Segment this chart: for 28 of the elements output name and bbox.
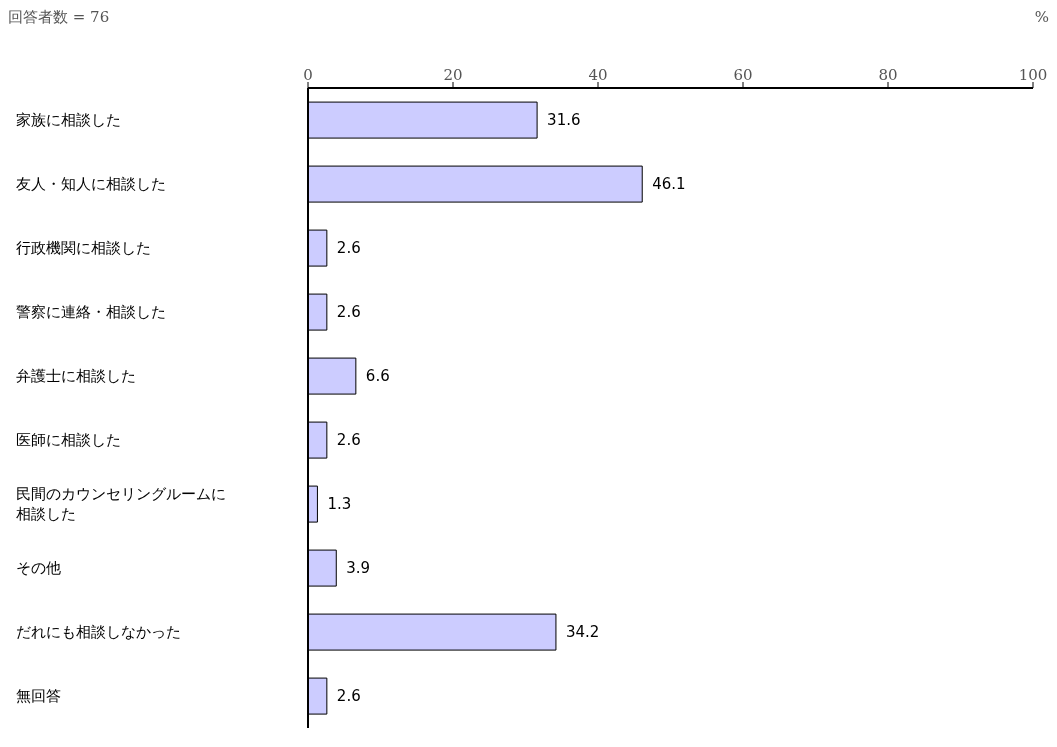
x-tick-label: 0: [303, 66, 313, 84]
y-tick-label: 医師に相談した: [16, 431, 121, 450]
y-tick-label: 友人・知人に相談した: [16, 175, 166, 194]
x-tick-label: 100: [1018, 66, 1048, 84]
y-tick-label: 民間のカウンセリングルームに相談した: [16, 485, 226, 524]
x-tick-label: 40: [588, 66, 608, 84]
data-label: 2.6: [336, 687, 361, 706]
y-tick-label: だれにも相談しなかった: [16, 623, 181, 642]
data-label: 34.2: [565, 623, 600, 642]
x-tick-label: 80: [878, 66, 898, 84]
y-tick-label: 家族に相談した: [16, 111, 121, 130]
x-axis-title: %: [1034, 8, 1049, 26]
y-tick-label: 警察に連絡・相談した: [16, 303, 166, 322]
data-label: 1.3: [327, 495, 352, 514]
y-tick-label: 弁護士に相談した: [16, 367, 136, 386]
text: 回答者数 = 76: [8, 8, 110, 27]
data-label: 31.6: [547, 111, 581, 130]
y-tick-label: 行政機関に相談した: [16, 239, 151, 258]
data-label: 2.6: [336, 239, 361, 258]
data-label: 2.6: [336, 303, 361, 322]
data-label: 2.6: [336, 431, 361, 450]
data-label: 3.9: [346, 559, 371, 578]
y-tick-label: 無回答: [16, 687, 61, 706]
y-tick-label: その他: [16, 559, 61, 578]
data-label: 6.6: [365, 367, 390, 386]
x-tick-label: 60: [733, 66, 753, 84]
data-label: 46.1: [652, 175, 686, 194]
x-tick-label: 20: [443, 66, 463, 84]
